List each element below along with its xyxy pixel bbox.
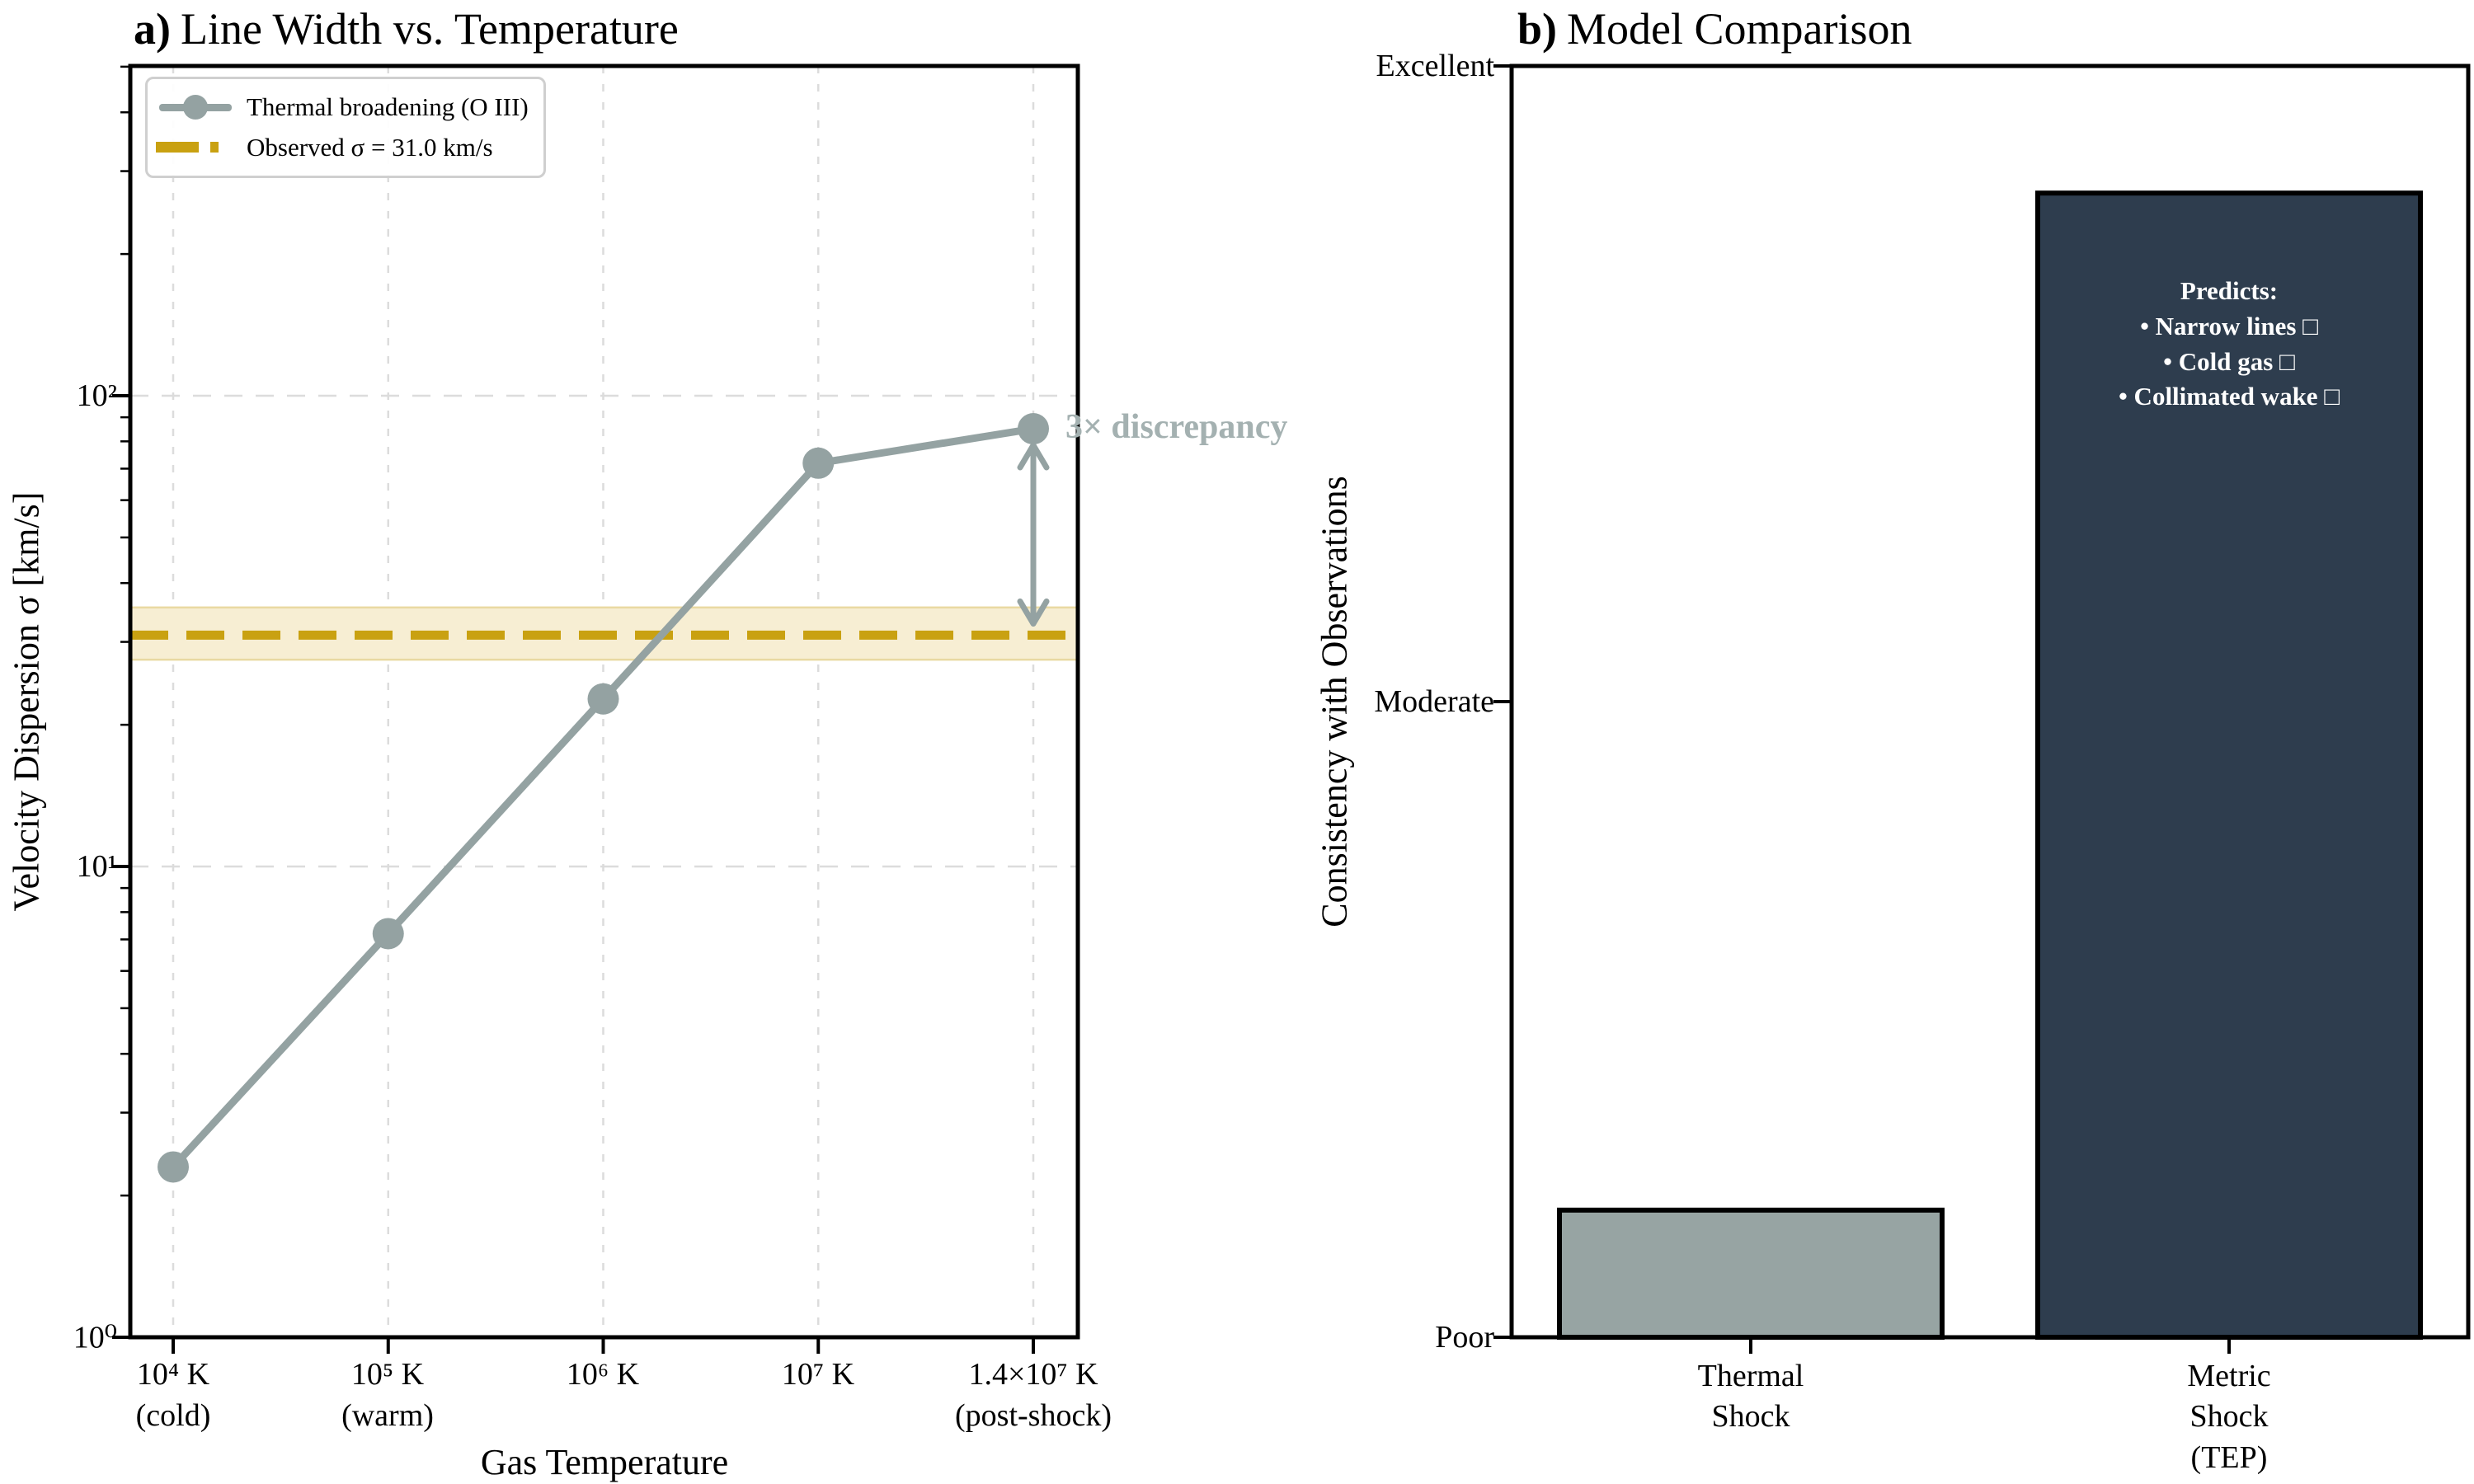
y-tick-label-10: 10¹ [76, 849, 117, 884]
data-point-marker [372, 918, 404, 950]
x-tick-1e6-label: 10⁶ K [566, 1357, 640, 1392]
bar-thermal-shock [1557, 1207, 1945, 1341]
data-point-marker [1018, 413, 1049, 445]
legend-entry-thermal: Thermal broadening (O III) [156, 92, 535, 122]
x-tick-1e5: 10⁵ K (warm) [341, 1354, 434, 1436]
arrowhead-up-icon [1017, 442, 1050, 471]
x-tick-1e5-label: 10⁵ K [350, 1357, 425, 1392]
observed-dash-swatch [156, 142, 235, 153]
data-point-marker [587, 683, 619, 715]
x-tick-1p4e7-sublabel: (post-shock) [955, 1398, 1112, 1434]
x-tick-1e7: 10⁷ K [782, 1354, 854, 1395]
arrowhead-down-icon [1017, 598, 1050, 627]
panel-a-title-text: Line Width vs. Temperature [180, 4, 679, 54]
panel-b-title-text: Model Comparison [1567, 4, 1912, 54]
y-tick-label-excellent: Excellent [1376, 49, 1494, 83]
y-tick-label-moderate: Moderate [1374, 684, 1494, 719]
x-tick-1e4: 10⁴ K (cold) [136, 1354, 211, 1436]
panel-a-x-axis-label: Gas Temperature [480, 1442, 729, 1482]
discrepancy-annotation: 3× discrepancy [1065, 408, 1288, 446]
panel-a-title: a) Line Width vs. Temperature [134, 4, 679, 54]
x-tick-1e5-sublabel: (warm) [341, 1398, 434, 1434]
bar-label-metric-shock: Metric Shock (TEP) [2187, 1359, 2271, 1475]
x-tick-1e4-label: 10⁴ K [136, 1357, 210, 1392]
x-tick-1p4e7-label: 1.4×10⁷ K [968, 1357, 1098, 1392]
legend: Thermal broadening (O III) Observed σ = … [145, 77, 546, 178]
legend-dash-icon [210, 142, 219, 153]
x-tick-1e6: 10⁶ K [567, 1354, 639, 1395]
predicts-annotation: Predicts: • Narrow lines □ • Cold gas □ … [2118, 276, 2340, 411]
panel-b-title: b) Model Comparison [1517, 4, 1912, 54]
legend-label-observed: Observed σ = 31.0 km/s [247, 132, 493, 162]
panel-b-title-prefix: b) [1517, 4, 1558, 54]
legend-entry-observed: Observed σ = 31.0 km/s [156, 133, 535, 162]
legend-dash-icon [156, 142, 199, 153]
y-tick-label-100: 10² [76, 378, 117, 413]
data-point-marker [158, 1151, 189, 1183]
thermal-line-marker-swatch [156, 95, 235, 120]
data-point-marker [802, 447, 835, 479]
bar-metric-shock [2035, 190, 2423, 1341]
legend-circle-marker-icon [183, 95, 208, 120]
x-tick-1e4-sublabel: (cold) [135, 1398, 211, 1434]
x-tick-1e7-label: 10⁷ K [781, 1357, 855, 1392]
x-tick-1p4e7: 1.4×10⁷ K (post-shock) [955, 1354, 1112, 1436]
panel-a-title-prefix: a) [134, 4, 171, 54]
legend-label-thermal: Thermal broadening (O III) [247, 92, 529, 122]
y-tick-label-1: 10⁰ [73, 1320, 117, 1355]
bar-label-thermal-shock: Thermal Shock [1697, 1359, 1804, 1435]
y-tick-label-poor: Poor [1435, 1320, 1494, 1355]
